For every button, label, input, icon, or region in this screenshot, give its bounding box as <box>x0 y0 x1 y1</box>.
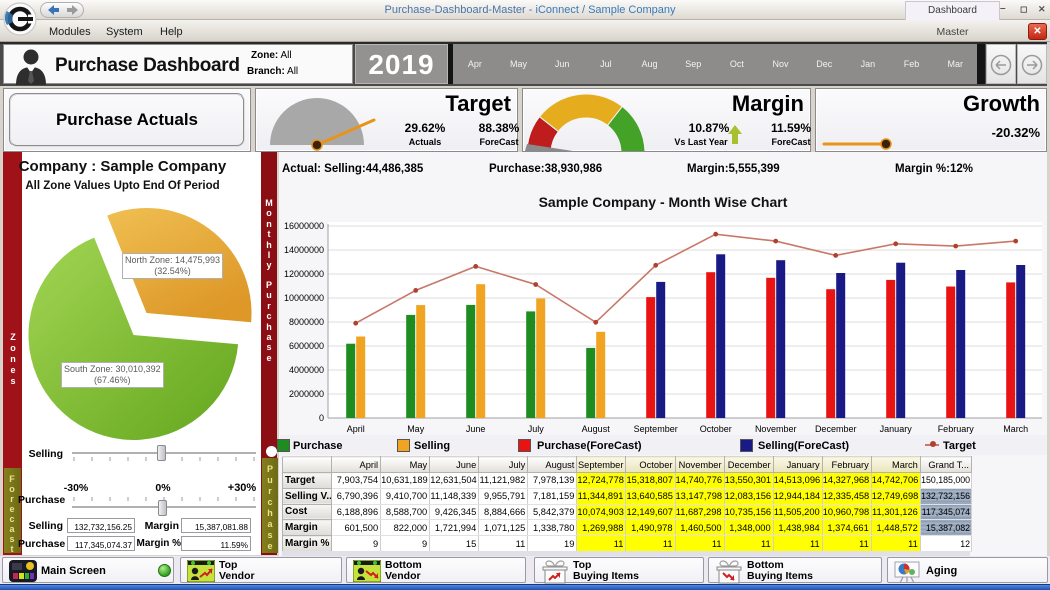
svg-text:June: June <box>466 424 486 434</box>
svg-text:4000000: 4000000 <box>289 365 324 375</box>
svg-text:12000000: 12000000 <box>284 269 324 279</box>
svg-text:September: September <box>634 424 678 434</box>
svg-text:December: December <box>815 424 857 434</box>
svg-text:May: May <box>407 424 425 434</box>
svg-text:April: April <box>347 424 365 434</box>
svg-text:0: 0 <box>319 413 324 423</box>
svg-text:January: January <box>880 424 913 434</box>
svg-text:16000000: 16000000 <box>284 221 324 231</box>
svg-text:August: August <box>582 424 611 434</box>
svg-text:November: November <box>755 424 797 434</box>
svg-text:February: February <box>938 424 975 434</box>
svg-text:8000000: 8000000 <box>289 317 324 327</box>
svg-text:October: October <box>700 424 732 434</box>
svg-text:July: July <box>528 424 545 434</box>
svg-text:14000000: 14000000 <box>284 245 324 255</box>
svg-text:2000000: 2000000 <box>289 389 324 399</box>
svg-text:10000000: 10000000 <box>284 293 324 303</box>
svg-text:March: March <box>1003 424 1028 434</box>
svg-text:6000000: 6000000 <box>289 341 324 351</box>
